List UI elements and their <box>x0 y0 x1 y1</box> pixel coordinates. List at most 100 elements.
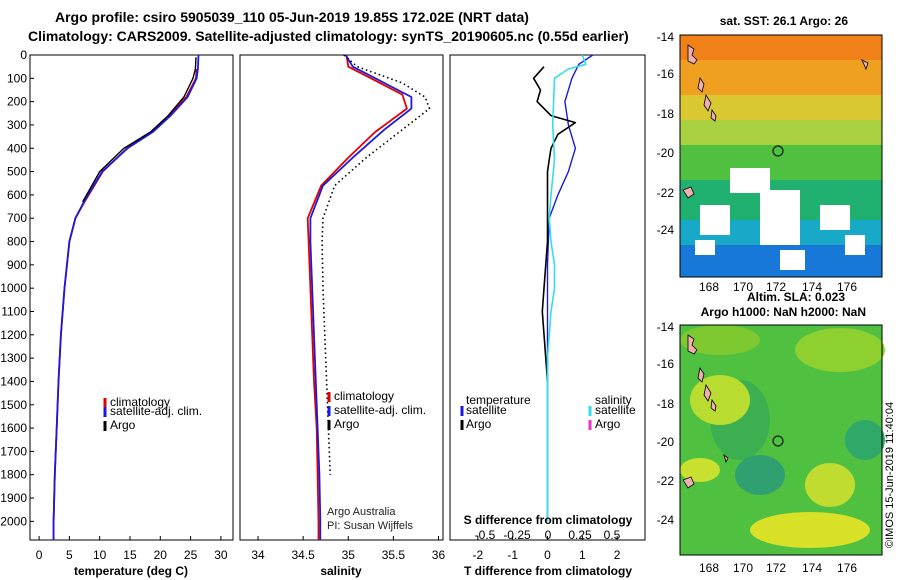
lat-tick: -22 <box>657 186 675 200</box>
lon-tick: 168 <box>699 561 719 575</box>
x-tick-label: 5 <box>66 548 73 562</box>
lat-tick: -18 <box>657 107 675 121</box>
difference-xlabel-t: T difference from climatology <box>464 564 632 578</box>
depth-tick-label: 1000 <box>0 281 27 295</box>
sst-map-title: sat. SST: 26.1 Argo: 26 <box>720 14 849 28</box>
x-tick-label: 1 <box>579 548 586 562</box>
credit-pi: PI: Susan Wijffels <box>327 520 413 532</box>
temperature-series <box>52 54 200 540</box>
sla-field <box>680 325 885 548</box>
s-tick-label: 0.25 <box>568 528 592 542</box>
lat-tick: -22 <box>657 474 675 488</box>
legend-argo-label: Argo <box>110 418 136 432</box>
x-tick-label: 36 <box>432 548 446 562</box>
salinity-xlabel: salinity <box>320 564 362 578</box>
lon-tick: 168 <box>699 280 719 294</box>
sla-field-blob <box>805 463 855 507</box>
temperature-x-ticks: 0 5 10 15 20 25 30 <box>36 536 228 562</box>
depth-tick-label: 800 <box>7 235 27 249</box>
island-shape <box>703 383 712 402</box>
salinity-legend: climatology satellite-adj. clim. Argo <box>327 389 426 431</box>
sst-field-band <box>680 145 882 185</box>
legend-s-argo-label: Argo <box>595 417 621 431</box>
s-tick-label: -0.5 <box>475 528 496 542</box>
argo-float-marker <box>772 145 784 157</box>
satellite-adj-clim-line <box>52 54 200 540</box>
island-shape <box>710 398 717 412</box>
depth-tick-label: 2000 <box>0 514 27 528</box>
depth-tick-label: 1300 <box>0 351 27 365</box>
lat-tick: -24 <box>657 513 675 527</box>
s-tick-label: 0.5 <box>604 528 621 542</box>
sst-map-lat-ticks: -14 -16 -18 -20 -22 -24 <box>657 30 675 237</box>
depth-tick-label: 1800 <box>0 468 27 482</box>
lon-tick: 170 <box>733 280 753 294</box>
temperature-plot-frame <box>29 54 234 541</box>
temperature-panel: 0100200300400500600700800900100011001200… <box>0 48 234 578</box>
lat-tick: -18 <box>657 397 675 411</box>
lon-tick: 174 <box>802 561 822 575</box>
depth-tick-label: 1700 <box>0 444 27 458</box>
sla-islands <box>682 334 729 489</box>
x-tick-label: 20 <box>154 548 168 562</box>
lat-tick: -20 <box>657 435 675 449</box>
legend-salinity-title: salinity <box>595 393 632 407</box>
lat-tick: -20 <box>657 146 675 160</box>
depth-tick-label: 1600 <box>0 421 27 435</box>
legend-satellite-label: satellite-adj. clim. <box>334 403 426 417</box>
cloud-mask <box>780 250 805 270</box>
depth-tick-label: 900 <box>7 258 27 272</box>
salinity-plot-frame <box>239 54 444 541</box>
x-tick-label: 0 <box>36 548 43 562</box>
depth-tick-label: 100 <box>7 71 27 85</box>
island-shape <box>682 476 695 489</box>
depth-tick-label: 1200 <box>0 328 27 342</box>
s-satellite-difference-line <box>546 54 587 522</box>
island-shape <box>697 76 705 93</box>
sla-map-lon-ticks: 168 170 172 174 176 <box>699 561 857 575</box>
sla-field-blob <box>690 375 750 425</box>
sla-field-blob <box>795 328 885 372</box>
legend-temperature-title: temperature <box>466 393 531 407</box>
lat-tick: -14 <box>657 320 675 334</box>
sla-map-lat-ticks: -14 -16 -18 -20 -22 -24 <box>657 320 675 527</box>
header-line-1: Argo profile: csiro 5905039_110 05-Jun-2… <box>55 9 529 25</box>
t-argo-difference-line <box>532 66 577 382</box>
legend-s-satellite-label: satellite <box>595 403 636 417</box>
s-tick-label: -0.25 <box>503 528 531 542</box>
lat-tick: -16 <box>657 357 675 371</box>
cloud-mask <box>700 205 730 235</box>
lon-tick: 176 <box>837 280 857 294</box>
lon-tick: 170 <box>733 561 753 575</box>
salinity-x-ticks: 34 34.5 35 35.5 36 <box>251 536 445 562</box>
sla-map-title-1: Altim. SLA: 0.023 <box>747 290 845 304</box>
lon-tick: 172 <box>766 561 786 575</box>
lon-tick: 176 <box>837 561 857 575</box>
legend-argo-label: Argo <box>334 417 360 431</box>
sla-field-blob <box>750 512 870 548</box>
climatology-line <box>306 54 408 540</box>
depth-tick-label: 0 <box>20 48 27 62</box>
island-shape <box>687 334 698 355</box>
sst-map: sat. SST: 26.1 Argo: 26 <box>657 14 883 294</box>
x-tick-label: 2 <box>614 548 621 562</box>
lon-tick: 174 <box>802 280 822 294</box>
temperature-xlabel: temperature (deg C) <box>74 564 188 578</box>
header-line-2: Climatology: CARS2009. Satellite-adjuste… <box>28 28 629 44</box>
sla-field-blob <box>845 420 885 460</box>
sla-map-title-2: Argo h1000: NaN h2000: NaN <box>701 305 866 319</box>
legend-climatology-label: climatology <box>110 395 170 409</box>
island-shape <box>703 93 712 112</box>
legend-satellite-label: satellite-adj. clim. <box>110 404 202 418</box>
difference-panel: -2 -1 0 1 2 T difference from climatology S … <box>449 54 646 578</box>
sla-field-blob <box>680 458 720 482</box>
x-tick-label: 35.5 <box>382 548 406 562</box>
cloud-mask <box>695 240 715 255</box>
s-difference-ticks: -0.5 -0.25 0 0.25 0.5 <box>475 528 621 542</box>
depth-tick-label: 1500 <box>0 398 27 412</box>
satellite-adj-clim-line <box>309 54 413 540</box>
x-tick-label: -2 <box>473 548 484 562</box>
s-tick-label: 0 <box>545 528 552 542</box>
legend-t-satellite-label: satellite <box>466 403 507 417</box>
